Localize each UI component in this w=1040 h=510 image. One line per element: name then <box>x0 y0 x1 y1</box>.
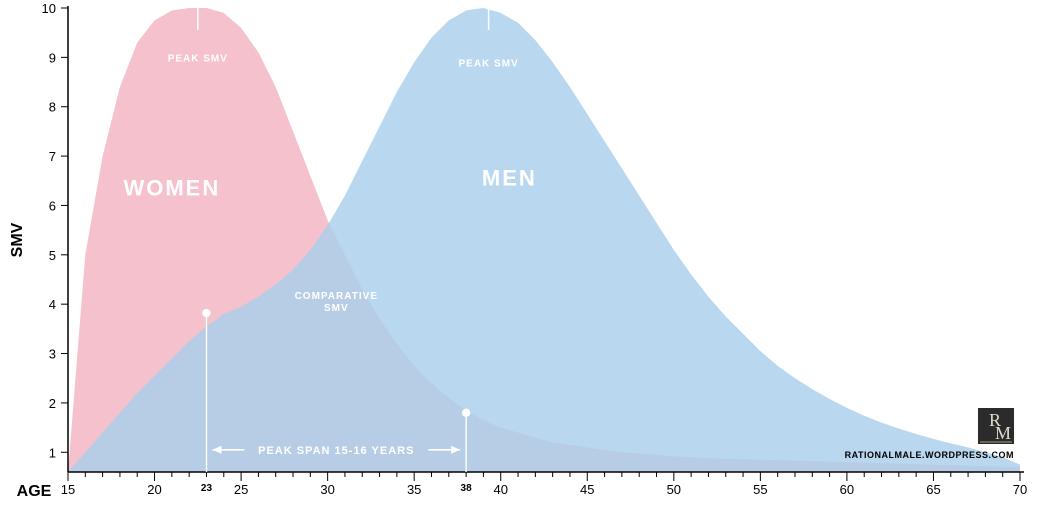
comparative-line2: SMV <box>324 303 349 314</box>
marker-women_on_men_curve <box>202 309 210 317</box>
peak-span-label: PEAK SPAN 15-16 YEARS <box>258 445 414 457</box>
marker-men_on_women_curve <box>462 409 470 417</box>
x-tick-label: 70 <box>1013 482 1027 497</box>
chart-svg: 1520253035404550556065702338AGE123456789… <box>0 0 1040 510</box>
y-tick-label: 2 <box>49 396 56 411</box>
x-tick-label: 35 <box>407 482 421 497</box>
x-tick-label: 45 <box>580 482 594 497</box>
x-tick-label: 50 <box>667 482 681 497</box>
smv-chart: 1520253035404550556065702338AGE123456789… <box>0 0 1040 510</box>
y-tick-label: 6 <box>49 198 56 213</box>
y-tick-label: 7 <box>49 149 56 164</box>
y-tick-label: 4 <box>49 297 56 312</box>
y-axis-title: SMV <box>9 222 26 257</box>
x-tick-label: 40 <box>493 482 507 497</box>
comparative-line1: COMPARATIVE <box>295 291 378 302</box>
x-tick-label: 60 <box>840 482 854 497</box>
y-tick-label: 1 <box>49 445 56 460</box>
y-tick-label: 5 <box>49 248 56 263</box>
peak-men-label: PEAK SMV <box>458 58 518 69</box>
y-tick-label: 3 <box>49 347 56 362</box>
x-tick-label: 20 <box>147 482 161 497</box>
x-peak-mark-men: 38 <box>461 483 473 494</box>
x-peak-mark-women: 23 <box>201 483 213 494</box>
peak-women-label: PEAK SMV <box>168 53 228 64</box>
x-tick-label: 15 <box>61 482 75 497</box>
x-tick-label: 65 <box>926 482 940 497</box>
x-tick-label: 25 <box>234 482 248 497</box>
men-label: MEN <box>482 166 537 191</box>
y-tick-label: 10 <box>42 1 56 16</box>
source-text: RATIONALMALE.WORDPRESS.COM <box>845 450 1014 460</box>
y-tick-label: 8 <box>49 100 56 115</box>
y-tick-label: 9 <box>49 50 56 65</box>
logo-m: M <box>995 423 1011 443</box>
x-axis-title: AGE <box>17 483 52 500</box>
x-tick-label: 55 <box>753 482 767 497</box>
women-label: WOMEN <box>123 176 220 201</box>
x-tick-label: 30 <box>320 482 334 497</box>
